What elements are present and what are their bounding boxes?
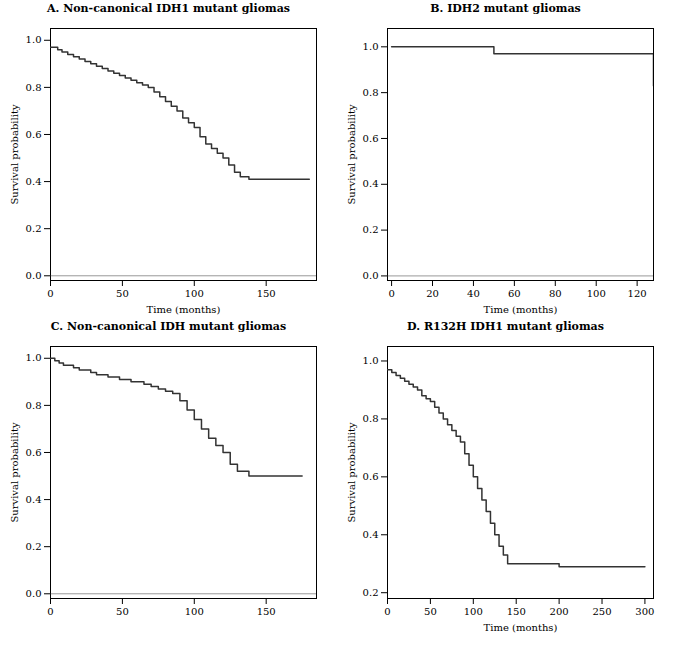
svg-text:150: 150 bbox=[257, 606, 276, 617]
svg-text:0.6: 0.6 bbox=[26, 129, 42, 140]
svg-text:0.6: 0.6 bbox=[363, 133, 379, 144]
html-text:C. Non-canonical IDH mutant gl: C. Non-canonical IDH mutant gliomas bbox=[50, 320, 287, 333]
svg-text:150: 150 bbox=[257, 288, 276, 299]
svg-text:0.4: 0.4 bbox=[26, 494, 42, 505]
svg-text:100: 100 bbox=[464, 606, 483, 617]
svg-text:50: 50 bbox=[116, 288, 129, 299]
svg-text:0.2: 0.2 bbox=[26, 541, 42, 552]
html-text:D. R132H IDH1 mutant gliomas: D. R132H IDH1 mutant gliomas bbox=[407, 320, 604, 333]
svg-text:20: 20 bbox=[426, 288, 439, 299]
svg-text:0: 0 bbox=[47, 606, 53, 617]
svg-text:Time (months): Time (months) bbox=[484, 304, 558, 315]
svg-text:Time (months): Time (months) bbox=[484, 622, 558, 633]
svg-text:50: 50 bbox=[116, 606, 129, 617]
svg-text:0.2: 0.2 bbox=[363, 224, 379, 235]
svg-text:50: 50 bbox=[424, 606, 437, 617]
svg-text:250: 250 bbox=[592, 606, 611, 617]
svg-text:0.8: 0.8 bbox=[363, 87, 379, 98]
svg-text:0.8: 0.8 bbox=[26, 82, 42, 93]
svg-text:0: 0 bbox=[47, 288, 53, 299]
svg-text:80: 80 bbox=[549, 288, 562, 299]
svg-text:1.0: 1.0 bbox=[26, 352, 42, 363]
svg-text:0: 0 bbox=[384, 606, 390, 617]
svg-text:0.8: 0.8 bbox=[26, 400, 42, 411]
svg-text:0.2: 0.2 bbox=[363, 587, 379, 598]
svg-text:Survival probability: Survival probability bbox=[346, 104, 357, 204]
svg-text:0.4: 0.4 bbox=[363, 178, 379, 189]
svg-text:0.6: 0.6 bbox=[363, 471, 379, 482]
svg-text:0.0: 0.0 bbox=[26, 270, 42, 281]
svg-text:0: 0 bbox=[388, 288, 394, 299]
svg-text:Time (months): Time (months) bbox=[147, 304, 221, 315]
svg-text:100: 100 bbox=[185, 288, 204, 299]
svg-text:60: 60 bbox=[508, 288, 521, 299]
svg-text:40: 40 bbox=[467, 288, 480, 299]
svg-text:300: 300 bbox=[635, 606, 654, 617]
svg-text:Survival probability: Survival probability bbox=[9, 422, 20, 522]
svg-text:120: 120 bbox=[628, 288, 647, 299]
svg-text:0.4: 0.4 bbox=[363, 529, 379, 540]
svg-text:100: 100 bbox=[587, 288, 606, 299]
svg-text:1.0: 1.0 bbox=[363, 355, 379, 366]
svg-text:0.4: 0.4 bbox=[26, 176, 42, 187]
svg-text:0.0: 0.0 bbox=[26, 588, 42, 599]
svg-text:1.0: 1.0 bbox=[26, 34, 42, 45]
svg-text:Survival probability: Survival probability bbox=[9, 104, 20, 204]
svg-text:0.2: 0.2 bbox=[26, 223, 42, 234]
svg-text:Survival probability: Survival probability bbox=[346, 422, 357, 522]
svg-text:200: 200 bbox=[550, 606, 569, 617]
svg-text:0.6: 0.6 bbox=[26, 447, 42, 458]
html-text:B. IDH2 mutant gliomas: B. IDH2 mutant gliomas bbox=[430, 2, 581, 15]
svg-text:0.0: 0.0 bbox=[363, 270, 379, 281]
svg-text:150: 150 bbox=[507, 606, 526, 617]
svg-text:0.8: 0.8 bbox=[363, 413, 379, 424]
svg-text:100: 100 bbox=[185, 606, 204, 617]
html-text:A. Non-canonical IDH1 mutant g: A. Non-canonical IDH1 mutant gliomas bbox=[47, 2, 290, 15]
svg-text:1.0: 1.0 bbox=[363, 41, 379, 52]
